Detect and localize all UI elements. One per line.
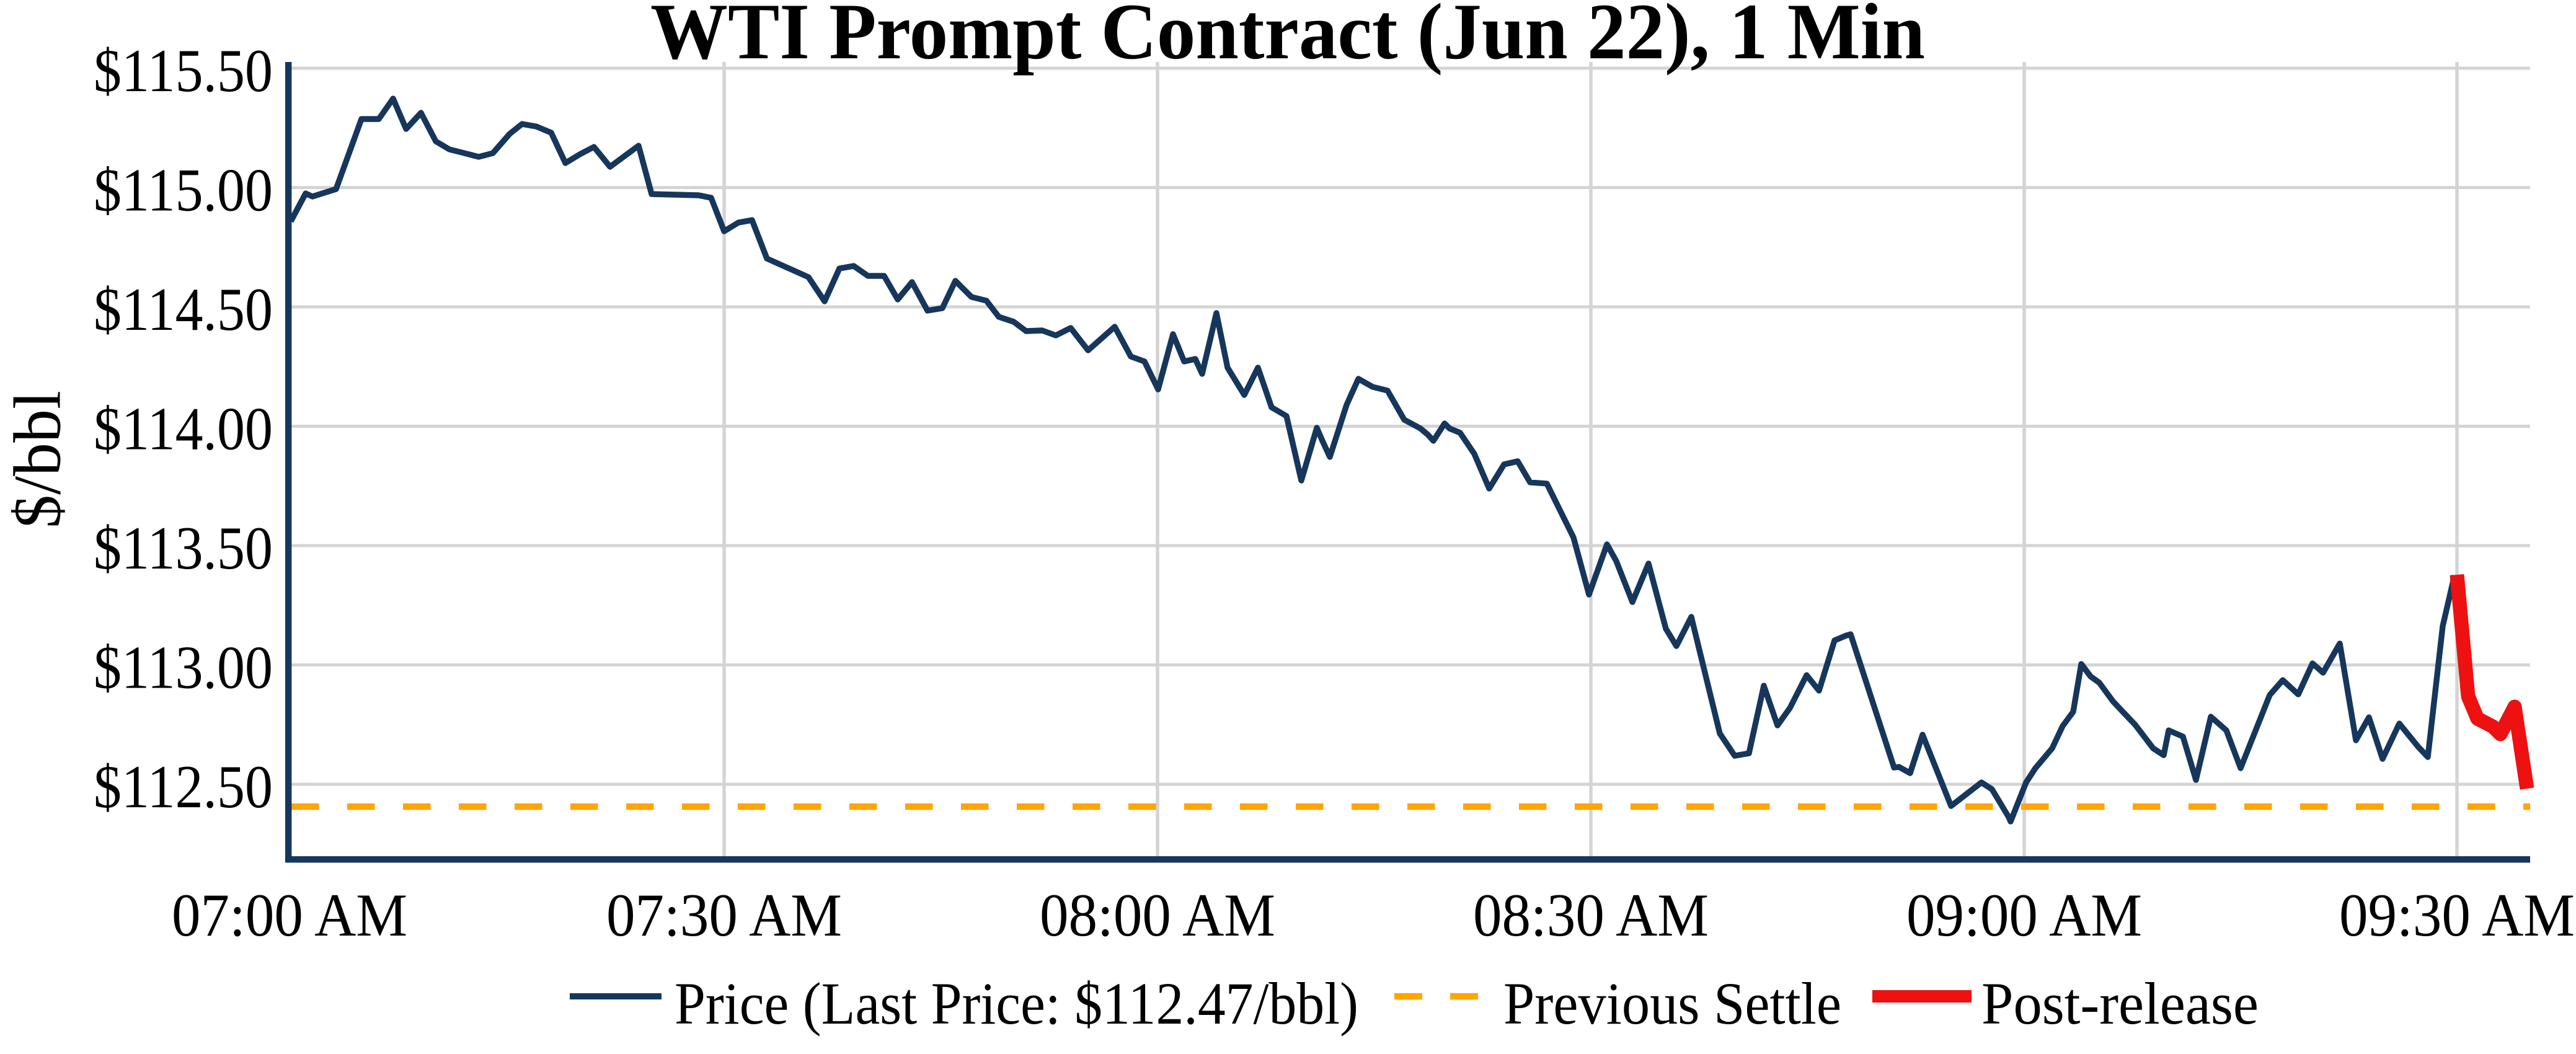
svg-text:08:00 AM: 08:00 AM	[1040, 882, 1275, 949]
svg-text:09:00 AM: 09:00 AM	[1906, 882, 2142, 949]
svg-text:$114.50: $114.50	[94, 276, 273, 343]
svg-text:07:00 AM: 07:00 AM	[172, 882, 407, 949]
svg-text:$113.50: $113.50	[94, 515, 273, 582]
svg-text:$115.00: $115.00	[94, 157, 273, 224]
svg-text:$115.50: $115.50	[94, 37, 273, 105]
svg-text:$/bbl: $/bbl	[1, 391, 75, 528]
svg-text:$112.50: $112.50	[94, 753, 273, 821]
svg-text:08:30 AM: 08:30 AM	[1473, 882, 1709, 949]
svg-text:Previous Settle: Previous Settle	[1503, 970, 1841, 1037]
svg-text:Post-release: Post-release	[1981, 970, 2259, 1037]
svg-text:$113.00: $113.00	[94, 634, 273, 702]
svg-text:WTI Prompt Contract (Jun 22),: WTI Prompt Contract (Jun 22), 1 Min	[650, 0, 1925, 76]
svg-text:07:30 AM: 07:30 AM	[606, 882, 842, 949]
svg-text:09:30 AM: 09:30 AM	[2339, 882, 2575, 949]
svg-text:Price (Last Price: $112.47/bbl: Price (Last Price: $112.47/bbl)	[675, 970, 1358, 1037]
svg-text:$114.00: $114.00	[94, 396, 273, 463]
